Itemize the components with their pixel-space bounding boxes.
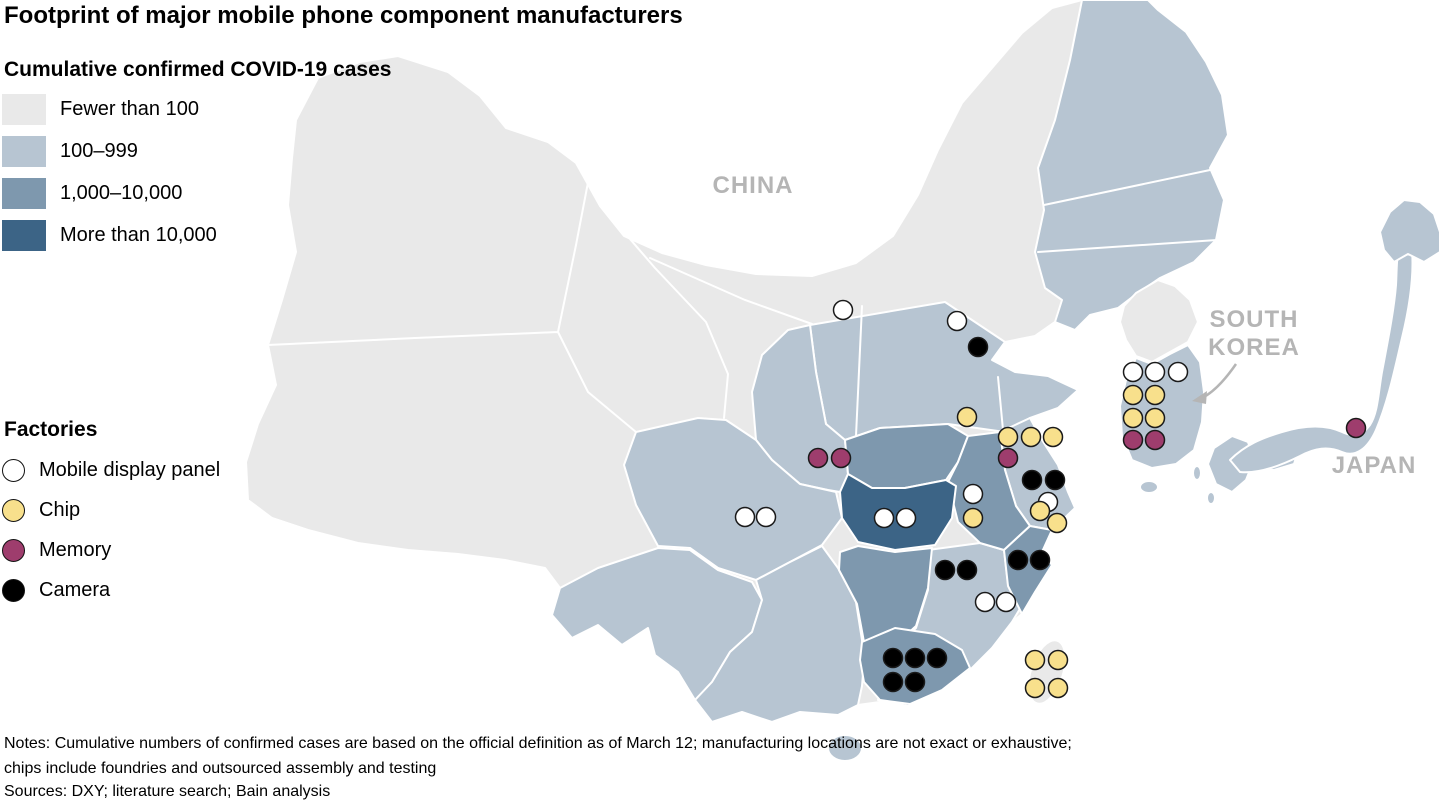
region-hainan [827,734,863,762]
covid-legend-label: 1,000–10,000 [60,181,183,204]
notes-line2: chips include foundries and outsourced a… [4,760,437,777]
covid-swatch-1k-10k [2,177,46,209]
page-title: Footprint of major mobile phone componen… [4,2,683,29]
map-label-south-korea: SOUTH KOREA [1198,306,1310,363]
factory-dot-display [995,591,1017,613]
map-label-south-korea-line1: SOUTH [1209,306,1299,333]
covid-swatch-100-999 [2,135,46,167]
factory-dot-camera [956,559,978,581]
covid-legend-label: 100–999 [60,139,138,162]
factory-dot-camera [882,647,904,669]
covid-legend-heading: Cumulative confirmed COVID-19 cases [4,58,392,81]
factory-dot-chip [1020,426,1042,448]
factory-legend-label: Memory [39,538,112,561]
region-japan-hokkaido [1379,199,1440,263]
factory-legend-item: Mobile display panel [2,450,220,490]
covid-legend-label: More than 10,000 [60,223,217,246]
region-jeju [1139,480,1159,494]
factory-dots-layer [734,299,1367,699]
factory-dot-chip [997,426,1019,448]
factory-marker-memory [2,538,25,562]
factory-dot-chip [1024,649,1046,671]
factory-dot-display [946,310,968,332]
south-korea-arrow [1192,363,1238,404]
factory-dot-camera [926,647,948,669]
factory-dot-chip [962,507,984,529]
factory-dot-chip [1144,407,1166,429]
factory-dot-display [962,483,984,505]
factory-dot-display [832,299,854,321]
covid-legend: Fewer than 100 100–999 1,000–10,000 More… [2,88,217,256]
factory-legend-item: Camera [2,570,220,610]
factory-dot-display [895,507,917,529]
factory-dot-display [755,506,777,528]
region-tsushima [1192,465,1202,481]
factory-legend-label: Camera [39,578,111,601]
province-border-lines [267,169,1218,437]
factory-dot-camera [904,671,926,693]
region-north-korea [1119,279,1199,363]
factory-dot-camera [934,559,956,581]
factory-dot-camera [904,647,926,669]
factory-dot-memory [1345,417,1367,439]
factory-dot-display [974,591,996,613]
covid-swatch-gt10k [2,219,46,251]
factory-dot-display [1167,361,1189,383]
factory-dot-memory [1144,429,1166,451]
notes-line1: Notes: Cumulative numbers of confirmed c… [4,735,1072,752]
factory-dot-memory [1122,429,1144,451]
covid-legend-item: More than 10,000 [2,214,217,256]
sources-line: Sources: DXY; literature search; Bain an… [4,783,331,800]
factory-legend-item: Memory [2,530,220,570]
factory-dot-chip [956,406,978,428]
map-label-south-korea-line2: KOREA [1208,334,1300,362]
map-label-japan: JAPAN [1331,452,1417,479]
factory-dot-display [1122,361,1144,383]
factory-dot-display [1144,361,1166,383]
notes-block: Notes: Cumulative numbers of confirmed c… [4,731,1164,781]
factory-marker-camera [2,578,25,602]
south-korea-arrowhead [1192,391,1207,404]
covid-legend-item: Fewer than 100 [2,88,217,130]
factory-dot-camera [1044,469,1066,491]
factory-marker-display [2,458,25,482]
factory-dot-display [873,507,895,529]
factory-dot-memory [807,447,829,469]
map-label-china: CHINA [712,172,794,199]
factory-dot-camera [1007,549,1029,571]
factory-legend-label: Mobile display panel [39,458,221,481]
factory-dot-camera [1029,549,1051,571]
covid-swatch-lt100 [2,93,46,125]
factory-dot-chip [1144,384,1166,406]
factory-marker-chip [2,498,25,522]
factory-dot-chip [1122,384,1144,406]
covid-legend-label: Fewer than 100 [60,97,199,120]
factory-dot-memory [997,447,1019,469]
factory-legend: Mobile display panel Chip Memory Camera [2,450,220,610]
factory-legend-label: Chip [39,498,81,521]
factory-dot-camera [967,336,989,358]
covid-legend-item: 100–999 [2,130,217,172]
factory-dot-chip [1122,407,1144,429]
region-tsushima-south [1206,491,1216,505]
factory-legend-item: Chip [2,490,220,530]
factory-legend-heading: Factories [4,418,98,441]
factory-dot-camera [1021,469,1043,491]
factory-dot-chip [1029,500,1051,522]
factory-dot-chip [1042,426,1064,448]
region-taiwan [1027,639,1067,705]
factory-dot-chip [1047,649,1069,671]
region-hunan [838,545,933,649]
factory-dot-chip [1046,512,1068,534]
factory-dot-memory [830,447,852,469]
factory-dot-display [734,506,756,528]
factory-dot-camera [882,671,904,693]
factory-dot-chip [1024,677,1046,699]
factory-dot-chip [1047,677,1069,699]
covid-legend-item: 1,000–10,000 [2,172,217,214]
